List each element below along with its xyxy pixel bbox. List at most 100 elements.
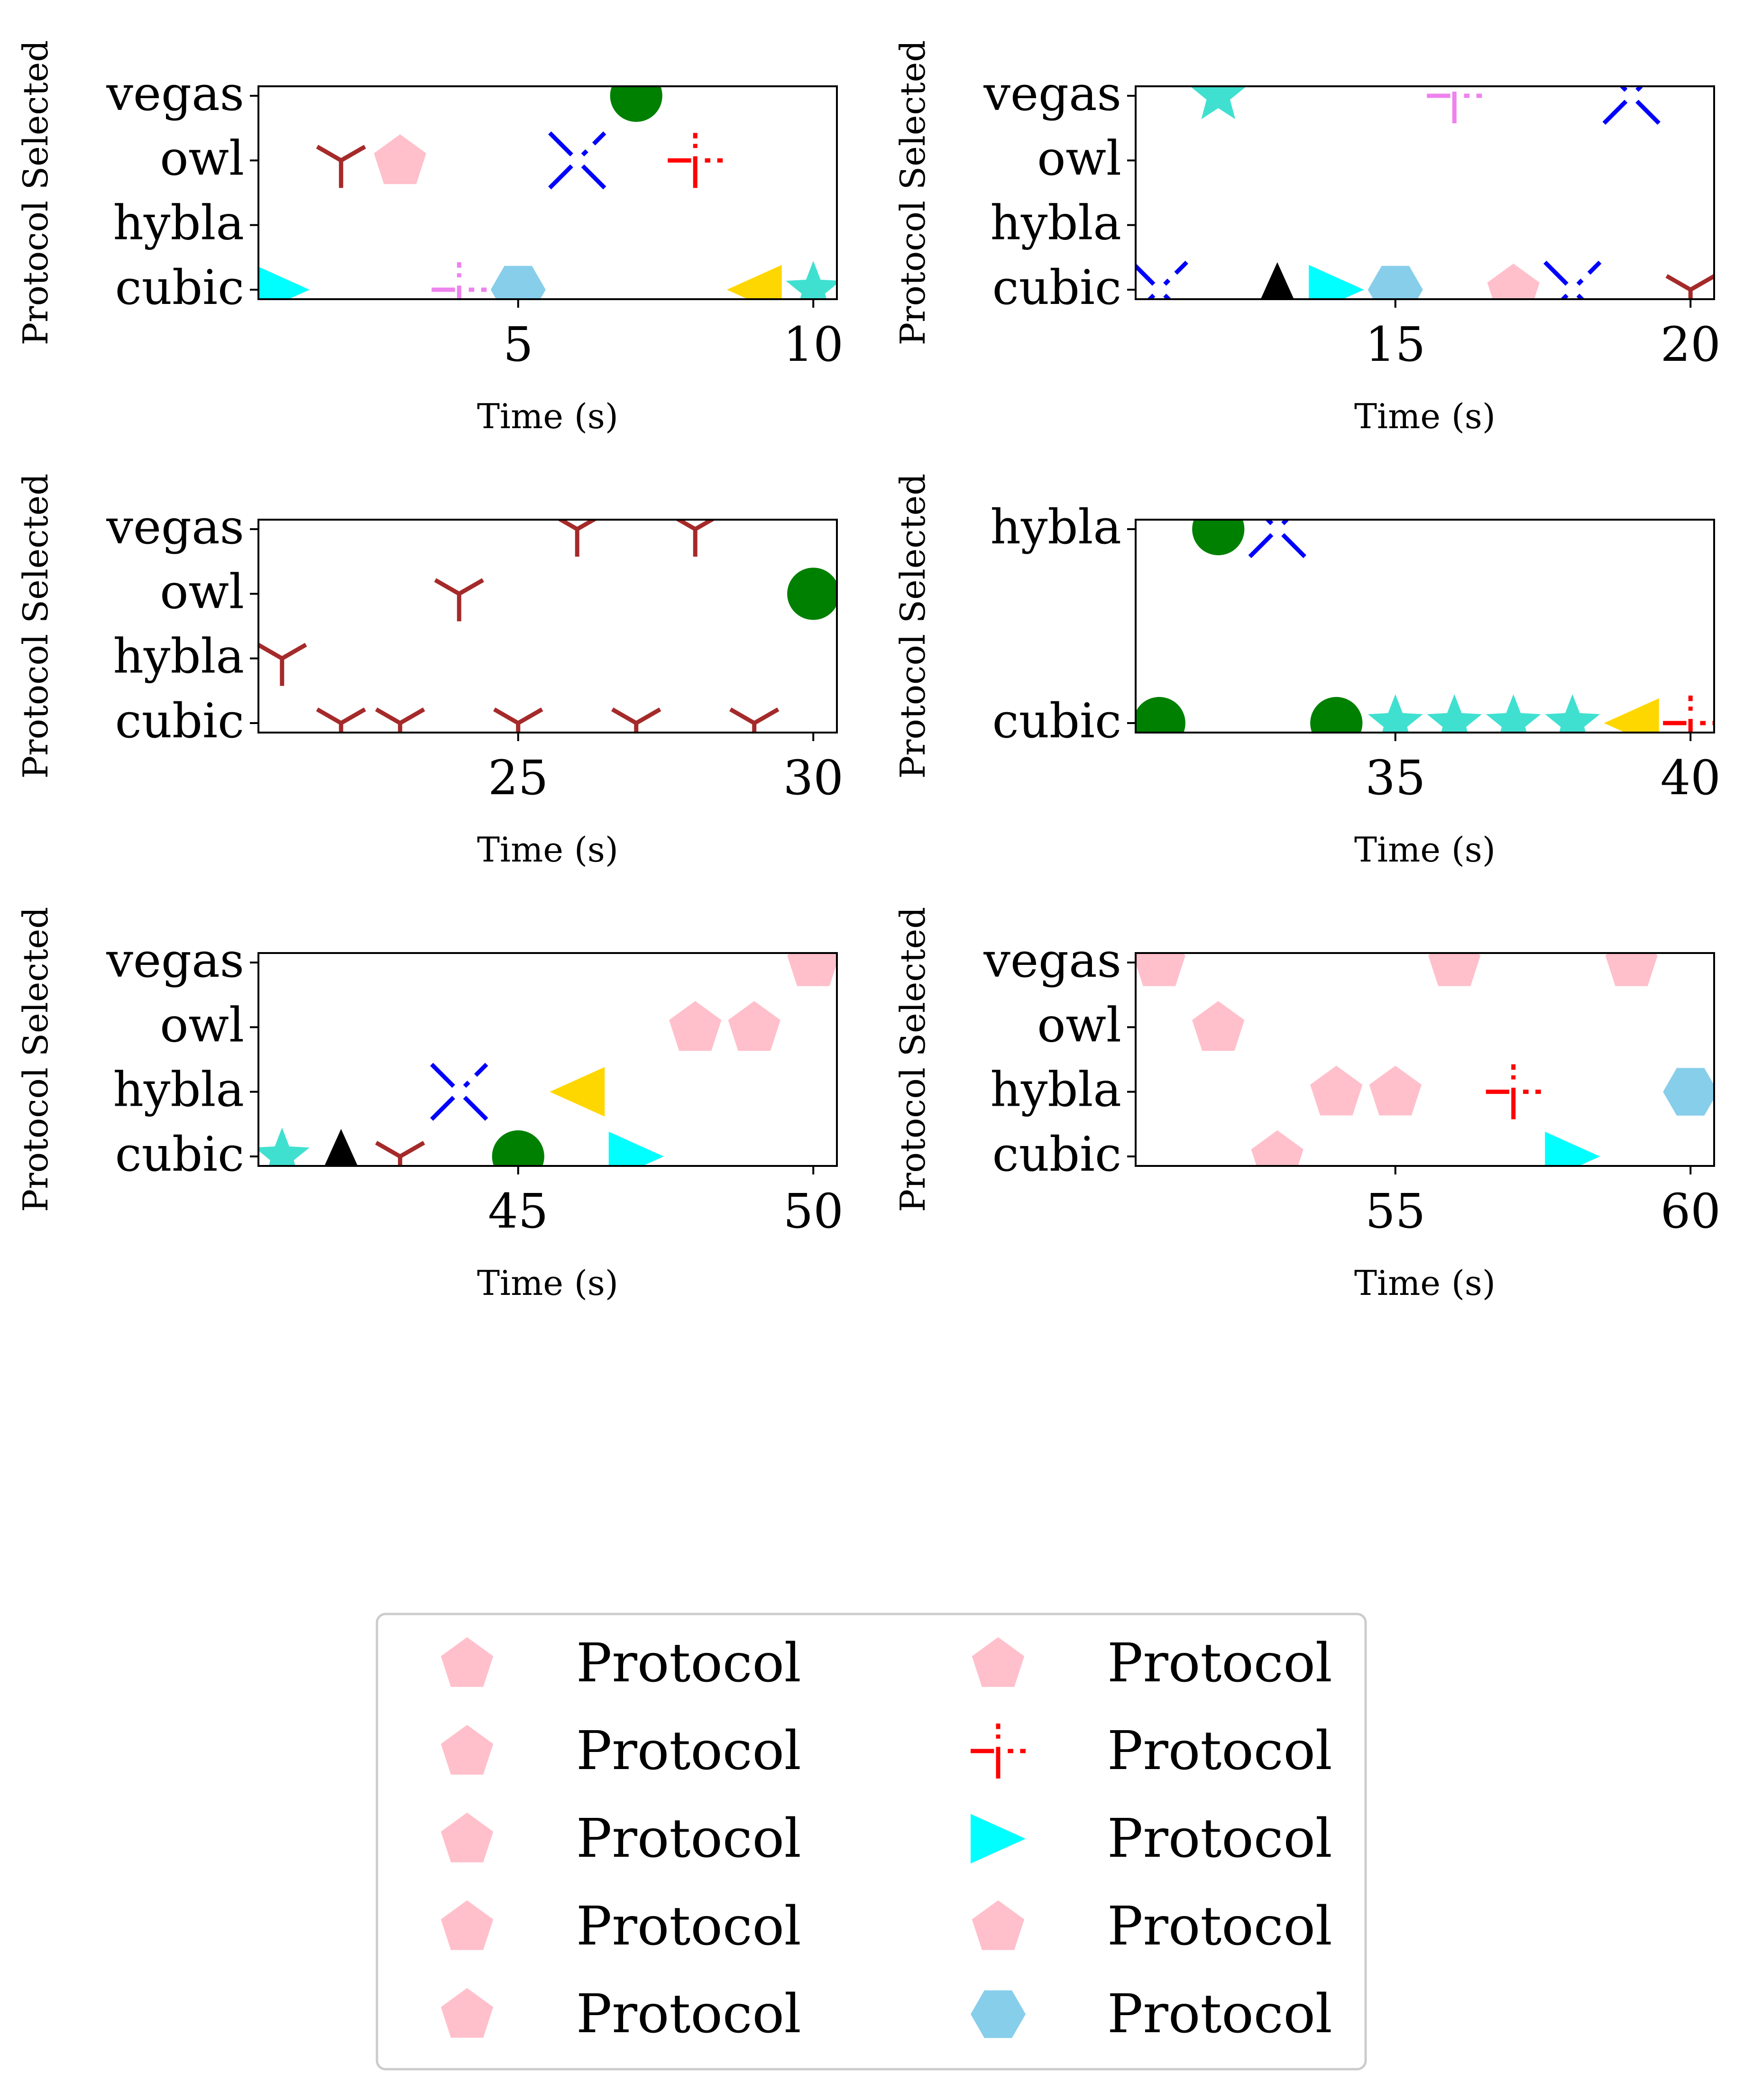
subplot-1: cubic hybla owl vegas 5 10 Time (s) Protocol Se… — [16, 40, 844, 436]
legend-marker — [971, 1814, 1026, 1864]
y-tick-label: owl — [160, 130, 244, 186]
data-point — [316, 145, 366, 188]
plot-frame — [257, 519, 838, 734]
y-tick-label: hybla — [113, 1062, 244, 1118]
y-axis-label: Protocol Selected — [16, 40, 55, 346]
data-point — [1248, 520, 1306, 559]
x-tick-label: 45 — [488, 1183, 548, 1239]
data-point — [493, 707, 543, 733]
y-axis-label: Protocol Selected — [16, 474, 55, 779]
subplot-5: cubic hybla owl vegas 45 50 Time (s) Protocol S… — [16, 907, 844, 1303]
legend-label: Protocol — [576, 1720, 801, 1782]
y-tick-label: cubic — [992, 693, 1121, 749]
x-tick-label: 30 — [783, 750, 844, 806]
data-point — [668, 133, 723, 188]
x-tick-label: 15 — [1365, 317, 1425, 372]
data-point — [608, 1131, 664, 1166]
data-point — [1487, 263, 1540, 299]
legend-item: Protocol — [441, 1720, 801, 1782]
data-point — [1543, 260, 1602, 299]
data-point — [1309, 265, 1364, 299]
y-tick-label: cubic — [115, 1127, 244, 1182]
data-markers — [1136, 520, 1714, 733]
legend-marker — [441, 1812, 494, 1862]
x-axis-label: Time (s) — [1354, 1263, 1496, 1303]
y-tick-label: vegas — [106, 499, 244, 555]
data-point — [1136, 260, 1188, 299]
legend-label: Protocol — [1107, 1896, 1332, 1957]
y-tick-label: cubic — [115, 260, 244, 315]
data-point — [1665, 274, 1714, 299]
data-point — [1486, 1064, 1541, 1119]
data-point — [375, 707, 425, 733]
data-point — [787, 568, 837, 620]
data-point — [787, 953, 837, 986]
legend-box — [376, 1613, 1367, 2071]
data-point — [1251, 1130, 1303, 1166]
data-point — [430, 1063, 488, 1121]
legend-marker — [441, 1637, 494, 1687]
data-markers — [1136, 953, 1714, 1166]
y-tick-label: hybla — [113, 195, 244, 251]
y-tick-label: hybla — [990, 1062, 1121, 1118]
data-point — [1192, 520, 1245, 556]
data-point — [786, 261, 837, 299]
x-axis-label: Time (s) — [477, 830, 618, 870]
legend-item: Protocol — [441, 1896, 801, 1957]
data-point — [1260, 262, 1294, 299]
x-axis-label: Time (s) — [477, 1263, 618, 1303]
data-point — [1310, 1065, 1363, 1116]
legend-marker — [972, 1637, 1025, 1687]
legend-item: Protocol — [971, 1808, 1332, 1870]
y-tick-label: cubic — [992, 1127, 1121, 1182]
data-point — [1486, 694, 1541, 733]
plot-frame — [1135, 952, 1715, 1167]
data-point — [434, 578, 484, 622]
data-markers — [1136, 86, 1714, 299]
y-tick-label: owl — [1037, 997, 1121, 1053]
data-point — [1545, 1131, 1600, 1166]
legend-item: Protocol — [971, 1720, 1332, 1782]
y-axis-label: Protocol Selected — [893, 907, 933, 1212]
x-tick-label: 25 — [488, 750, 548, 806]
x-tick-label: 20 — [1661, 317, 1721, 372]
data-point — [1604, 698, 1659, 733]
x-axis-label: Time (s) — [477, 396, 618, 436]
plot-frame — [1135, 85, 1715, 300]
legend-label: Protocol — [1107, 1808, 1332, 1870]
plot-frame — [257, 85, 838, 300]
data-point — [316, 707, 366, 733]
y-axis-label: Protocol Selected — [893, 40, 933, 346]
x-tick-label: 5 — [503, 317, 533, 372]
data-point — [1191, 86, 1246, 119]
data-point — [548, 131, 606, 190]
legend-marker — [441, 1724, 494, 1775]
y-tick-label: vegas — [983, 933, 1121, 988]
x-tick-label: 60 — [1661, 1183, 1721, 1239]
legend-marker — [972, 1900, 1025, 1950]
y-tick-label: vegas — [106, 66, 244, 121]
data-point — [375, 1141, 425, 1166]
legend-marker — [971, 1724, 1026, 1779]
data-point — [726, 265, 782, 299]
legend-item: Protocol — [441, 1983, 801, 2045]
y-tick-label: hybla — [990, 195, 1121, 251]
legend-label: Protocol — [1107, 1983, 1332, 2045]
y-tick-label: vegas — [106, 933, 244, 988]
legend-marker — [971, 1990, 1026, 2038]
x-axis-label: Time (s) — [1354, 830, 1496, 870]
x-tick-label: 50 — [783, 1183, 844, 1239]
subplot-3: cubic hybla owl vegas 25 30 Time (s) Protocol S… — [16, 474, 844, 870]
data-point — [490, 266, 546, 299]
data-point — [1369, 1065, 1422, 1116]
legend-marker — [441, 1900, 494, 1950]
legend-label: Protocol — [576, 1808, 801, 1870]
data-markers — [258, 953, 837, 1166]
x-axis-label: Time (s) — [1354, 396, 1496, 436]
plot-frame — [257, 952, 838, 1167]
legend-item: Protocol — [441, 1632, 801, 1694]
data-point — [1602, 86, 1661, 125]
data-point — [1136, 953, 1185, 986]
data-point — [431, 262, 487, 299]
data-point — [258, 1128, 310, 1166]
